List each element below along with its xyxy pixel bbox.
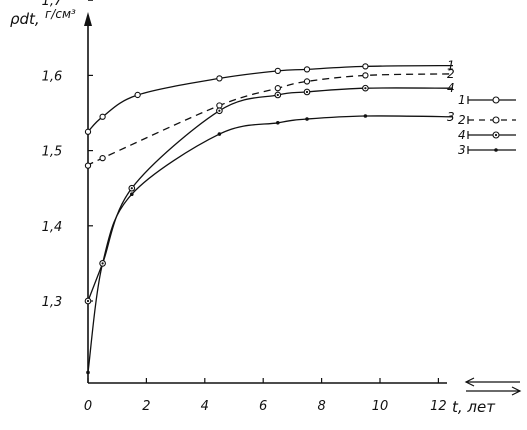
series-1-point [134, 91, 141, 99]
series-1-point [84, 128, 92, 135]
series-2-point [216, 102, 223, 109]
x-tick-label: 2 [142, 399, 150, 414]
x-label-arrow-lower-tip [511, 386, 522, 396]
y-axis-unit: г/см³ [45, 7, 76, 21]
series-4-point-center [130, 187, 133, 190]
series-4-end-label: 4 [447, 81, 455, 95]
series-3-point [217, 132, 222, 136]
x-tick-label: 8 [317, 399, 325, 414]
series-4-line [87, 87, 454, 302]
x-label-arrow-upper-tip [464, 377, 475, 387]
legend-marker-2 [492, 116, 500, 124]
series-4-point-center [276, 93, 279, 97]
series-2-point [84, 162, 92, 169]
legend-label-4: 4 [458, 128, 466, 142]
series-1-end-label: 1 [447, 59, 455, 73]
ticks: 0 2 4 6 8 10 12 1,3 1,4 1,5 1,6 1,7 [42, 0, 447, 414]
series-3-end-label: 3 [447, 110, 455, 124]
series-1-point [362, 63, 369, 70]
series-3-line [87, 115, 454, 373]
y-tick-label: 1,7 [42, 0, 63, 9]
legend-label-1: 1 [458, 93, 466, 107]
markers [84, 63, 369, 375]
series-2-point [362, 72, 369, 79]
x-axis-label: t, лет [452, 398, 496, 416]
y-axis-symbol: ρdt, [10, 10, 40, 28]
y-tick-label: 1,6 [42, 69, 63, 84]
y-tick-label: 1,5 [42, 145, 63, 160]
x-tick-label: 12 [430, 399, 447, 414]
curves: 12 3 4 [87, 59, 455, 373]
series-4-point-center [305, 90, 309, 94]
legend-marker-1 [492, 96, 500, 104]
y-axis-arrow [84, 12, 92, 26]
y-tick-label: 1,3 [42, 295, 63, 310]
y-tick-label: 1,4 [42, 220, 63, 235]
x-tick-label: 0 [84, 399, 92, 414]
series-2-point [303, 78, 311, 85]
series-2-end-label: 2 [447, 67, 455, 81]
series-3-point [276, 120, 280, 125]
series-1-point [303, 66, 311, 73]
series-4-point-center [364, 87, 367, 90]
legend-label-2: 2 [458, 113, 466, 127]
series-1-point [216, 75, 223, 82]
series-3-point [305, 117, 309, 121]
series-3-point [86, 370, 90, 375]
x-tick-label: 4 [201, 399, 209, 414]
series-1-point [99, 113, 106, 120]
x-tick-label: 6 [259, 399, 267, 414]
legend: 1 243 [458, 93, 516, 157]
series-2-point [274, 85, 281, 92]
series-3-point [363, 114, 368, 118]
series-1-point [274, 67, 281, 75]
legend-label-3: 3 [458, 143, 466, 157]
series-4-point-center [86, 299, 90, 303]
legend-marker-3 [494, 148, 498, 152]
series-3-point [130, 192, 134, 197]
series-2-point [99, 154, 106, 162]
series-4-point-center [218, 109, 221, 112]
series-1-line [87, 64, 454, 133]
series-4-point-center [101, 262, 104, 265]
legend-marker-center-4 [494, 133, 498, 137]
x-tick-label: 10 [372, 399, 389, 414]
